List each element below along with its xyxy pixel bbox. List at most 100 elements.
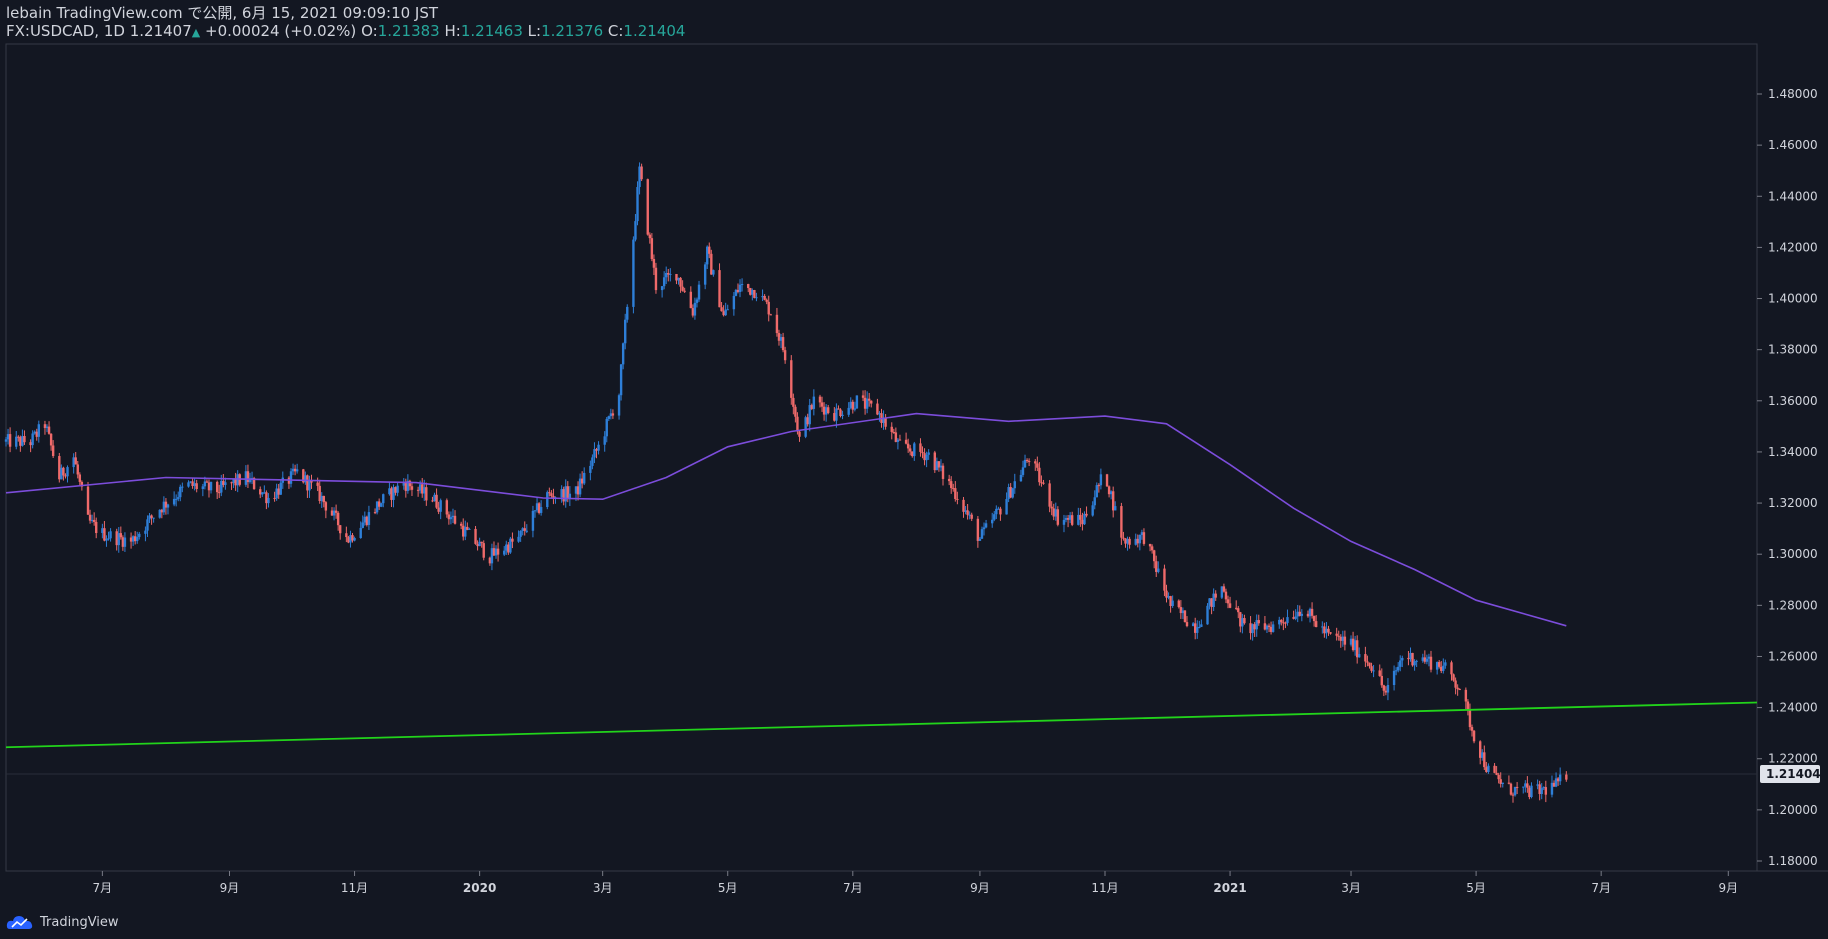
- candle-body: [1437, 662, 1441, 667]
- candle: [1050, 501, 1053, 516]
- candle: [695, 297, 699, 308]
- candle-body: [1093, 497, 1096, 506]
- candle: [230, 481, 233, 490]
- candle: [593, 442, 596, 464]
- candle-body: [174, 498, 178, 500]
- candle: [822, 402, 826, 421]
- candle: [1421, 653, 1424, 663]
- candle: [109, 528, 112, 542]
- candle: [29, 439, 32, 453]
- candle: [164, 498, 168, 515]
- candle-body: [517, 536, 520, 542]
- candle-body: [703, 264, 707, 285]
- candle-body: [1062, 519, 1066, 525]
- candle: [1148, 543, 1152, 552]
- candle-body: [835, 408, 838, 421]
- trendline[interactable]: [5, 701, 1758, 749]
- candle-body: [695, 299, 699, 303]
- candle: [576, 481, 580, 501]
- candle-body: [33, 431, 36, 434]
- candle-body: [763, 295, 766, 300]
- candle: [336, 511, 340, 531]
- candle: [863, 390, 867, 415]
- candle-body: [882, 417, 885, 423]
- close-value: 1.21404: [623, 22, 686, 40]
- candle: [150, 514, 153, 525]
- candle-body: [47, 426, 51, 434]
- candle-body: [1239, 612, 1242, 627]
- candle-body: [324, 502, 328, 511]
- candle-body: [726, 309, 729, 311]
- candle-body: [507, 544, 510, 553]
- candle: [507, 542, 510, 555]
- candle: [865, 391, 869, 414]
- candle-body: [1005, 499, 1008, 515]
- candle-body: [1214, 593, 1217, 598]
- candle: [451, 508, 455, 523]
- candle-body: [144, 530, 147, 534]
- candle-body: [418, 484, 422, 491]
- candle-body: [1228, 603, 1232, 608]
- moving-average-line[interactable]: [5, 412, 1567, 627]
- candle: [896, 437, 900, 450]
- candle-body: [160, 509, 164, 513]
- candle-body: [431, 500, 434, 502]
- candle-body: [1183, 610, 1187, 623]
- candle: [535, 497, 539, 513]
- candle: [761, 289, 764, 302]
- candle-body: [6, 434, 10, 440]
- candle-body: [476, 543, 479, 547]
- candle-body: [535, 503, 539, 511]
- candle: [1214, 590, 1217, 601]
- candle-body: [308, 480, 311, 491]
- candle-body: [1300, 613, 1304, 616]
- candle: [1427, 653, 1431, 667]
- footer-branding[interactable]: TradingView: [6, 910, 119, 934]
- candle-body: [751, 290, 754, 295]
- candle-body: [753, 290, 756, 298]
- candle-body: [304, 475, 307, 483]
- candle-body: [494, 548, 498, 556]
- candle: [921, 446, 924, 459]
- candle: [1435, 661, 1439, 675]
- candle: [999, 506, 1002, 521]
- candle-body: [1454, 680, 1457, 688]
- candle-body: [1444, 662, 1447, 666]
- candle-body: [509, 538, 512, 553]
- time-axis[interactable]: 7月 9月 11月 2020 3月 5月 7月 9月 11月 2021 3月 5月 7月 9月: [93, 871, 1739, 895]
- candle-body: [982, 527, 986, 530]
- candle-body: [1306, 613, 1310, 617]
- candle-body: [35, 431, 38, 437]
- candle: [769, 313, 772, 316]
- candle: [1239, 611, 1242, 633]
- price-axis[interactable]: 1.48000 1.46000 1.44000 1.42000 1.40000 1.380…: [1757, 87, 1821, 868]
- candle: [17, 435, 20, 442]
- candle: [1111, 486, 1115, 518]
- candle-body: [1550, 782, 1554, 795]
- candle: [78, 472, 82, 486]
- candle-body: [201, 486, 205, 489]
- candle-body: [747, 284, 750, 289]
- candle: [582, 467, 586, 486]
- symbol-label[interactable]: FX:USDCAD, 1D: [6, 22, 125, 40]
- candle-body: [1155, 561, 1158, 572]
- candle: [144, 526, 147, 542]
- candle-body: [1243, 618, 1246, 624]
- trendline-group[interactable]: [5, 701, 1758, 749]
- candle: [380, 502, 383, 508]
- candle: [619, 363, 623, 401]
- candle-body: [423, 487, 426, 494]
- candle: [166, 503, 170, 515]
- candle-body: [1382, 685, 1386, 691]
- candle: [1442, 658, 1445, 674]
- candle-body: [621, 343, 625, 365]
- y-tick-label: 1.46000: [1768, 138, 1818, 152]
- candle-body: [234, 479, 237, 486]
- candle: [1522, 786, 1525, 794]
- candle-body: [911, 451, 914, 457]
- candle-body: [1378, 670, 1381, 676]
- candle-body: [865, 398, 869, 409]
- candle-body: [8, 434, 12, 447]
- candle-body: [1540, 788, 1543, 795]
